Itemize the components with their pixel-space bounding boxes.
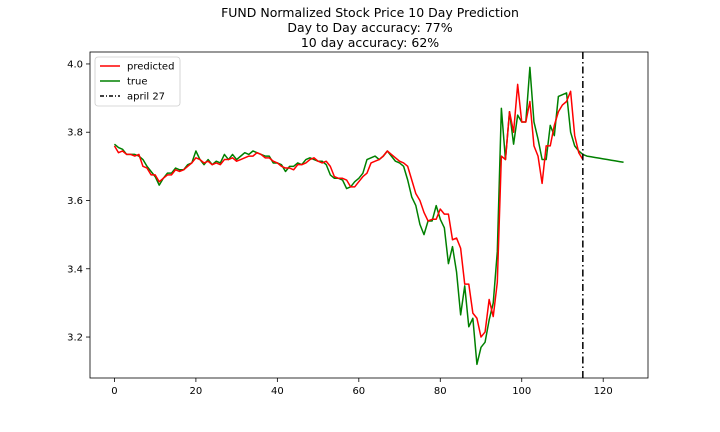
chart-subtitle-10day-accuracy: 10 day accuracy: 62% — [300, 35, 440, 50]
x-tick-label: 100 — [512, 386, 531, 397]
legend-entry-predicted-label: predicted — [127, 62, 174, 73]
y-tick-label: 4.0 — [67, 59, 83, 70]
y-tick-label: 3.2 — [67, 333, 83, 344]
y-tick-label: 3.8 — [67, 128, 83, 139]
x-tick-label: 60 — [352, 386, 365, 397]
x-tick-label: 40 — [271, 386, 284, 397]
series-line-true — [113, 66, 624, 366]
chart-subtitle-day-accuracy: Day to Day accuracy: 77% — [287, 20, 453, 35]
y-tick-label: 3.6 — [67, 196, 83, 207]
legend-entry-april-27-label: april 27 — [127, 92, 165, 103]
x-tick-label: 20 — [190, 386, 203, 397]
series-line-predicted — [113, 83, 584, 338]
chart-title: FUND Normalized Stock Price 10 Day Predi… — [221, 5, 519, 20]
legend-box — [94, 56, 181, 107]
x-tick-label: 0 — [111, 386, 117, 397]
y-tick-label: 3.4 — [67, 264, 83, 275]
legend-entry-true-label: true — [127, 77, 148, 88]
plot-frame — [89, 51, 649, 379]
x-tick-label: 80 — [434, 386, 447, 397]
x-tick-label: 120 — [594, 386, 613, 397]
